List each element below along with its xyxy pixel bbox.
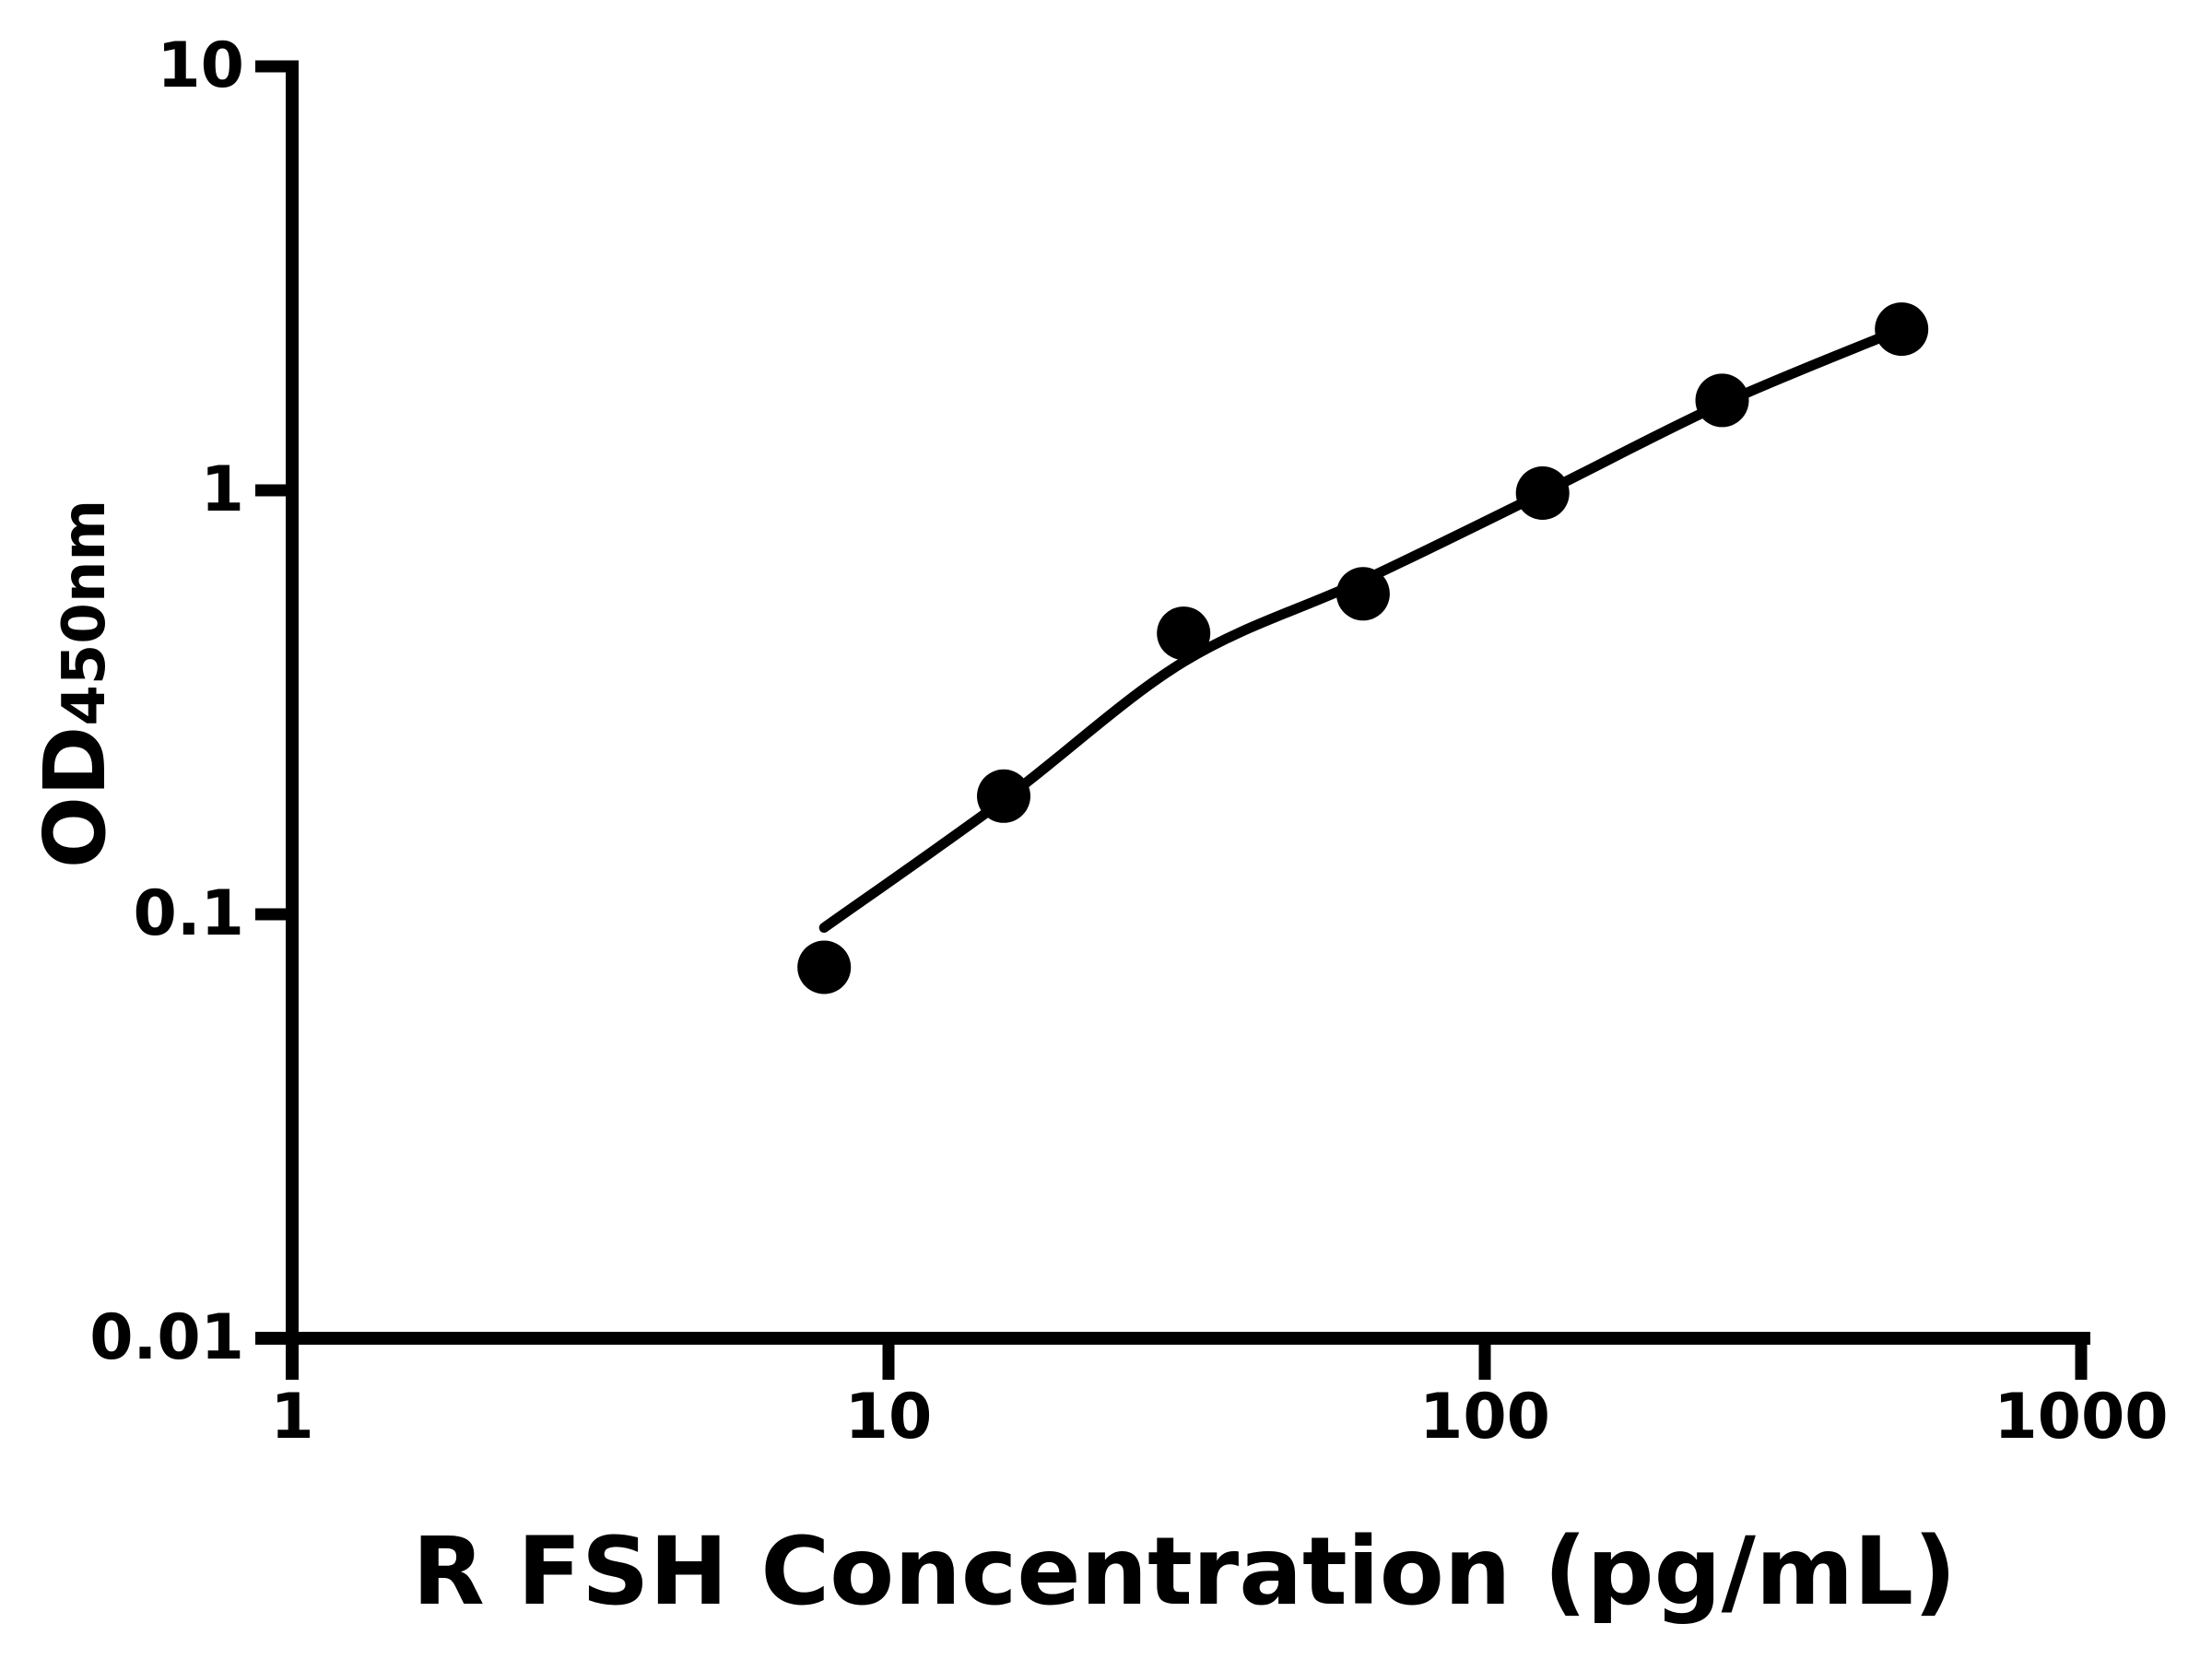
y-tick-label: 0.1: [133, 877, 244, 950]
y-tick-label: 10: [157, 29, 244, 102]
data-point: [1695, 373, 1749, 428]
y-axis-title-subscript: 450nm: [51, 499, 119, 726]
data-point: [1157, 606, 1211, 661]
data-point: [1875, 302, 1929, 357]
data-point: [1335, 567, 1390, 621]
data-point: [1515, 466, 1570, 520]
x-axis-title: R FSH Concentration (pg/mL): [412, 1517, 1957, 1627]
y-tick-label: 0.01: [89, 1301, 244, 1374]
x-tick-label: 1: [270, 1381, 314, 1453]
x-tick-label: 100: [1419, 1381, 1550, 1453]
data-point: [977, 769, 1030, 823]
x-tick-label: 10: [844, 1381, 933, 1453]
y-axis-title-main: OD: [26, 725, 124, 869]
y-axis-title: OD450nm: [26, 499, 124, 868]
y-tick-label: 1: [200, 453, 244, 526]
x-tick-label: 1000: [1994, 1381, 2169, 1453]
data-point: [797, 940, 852, 994]
